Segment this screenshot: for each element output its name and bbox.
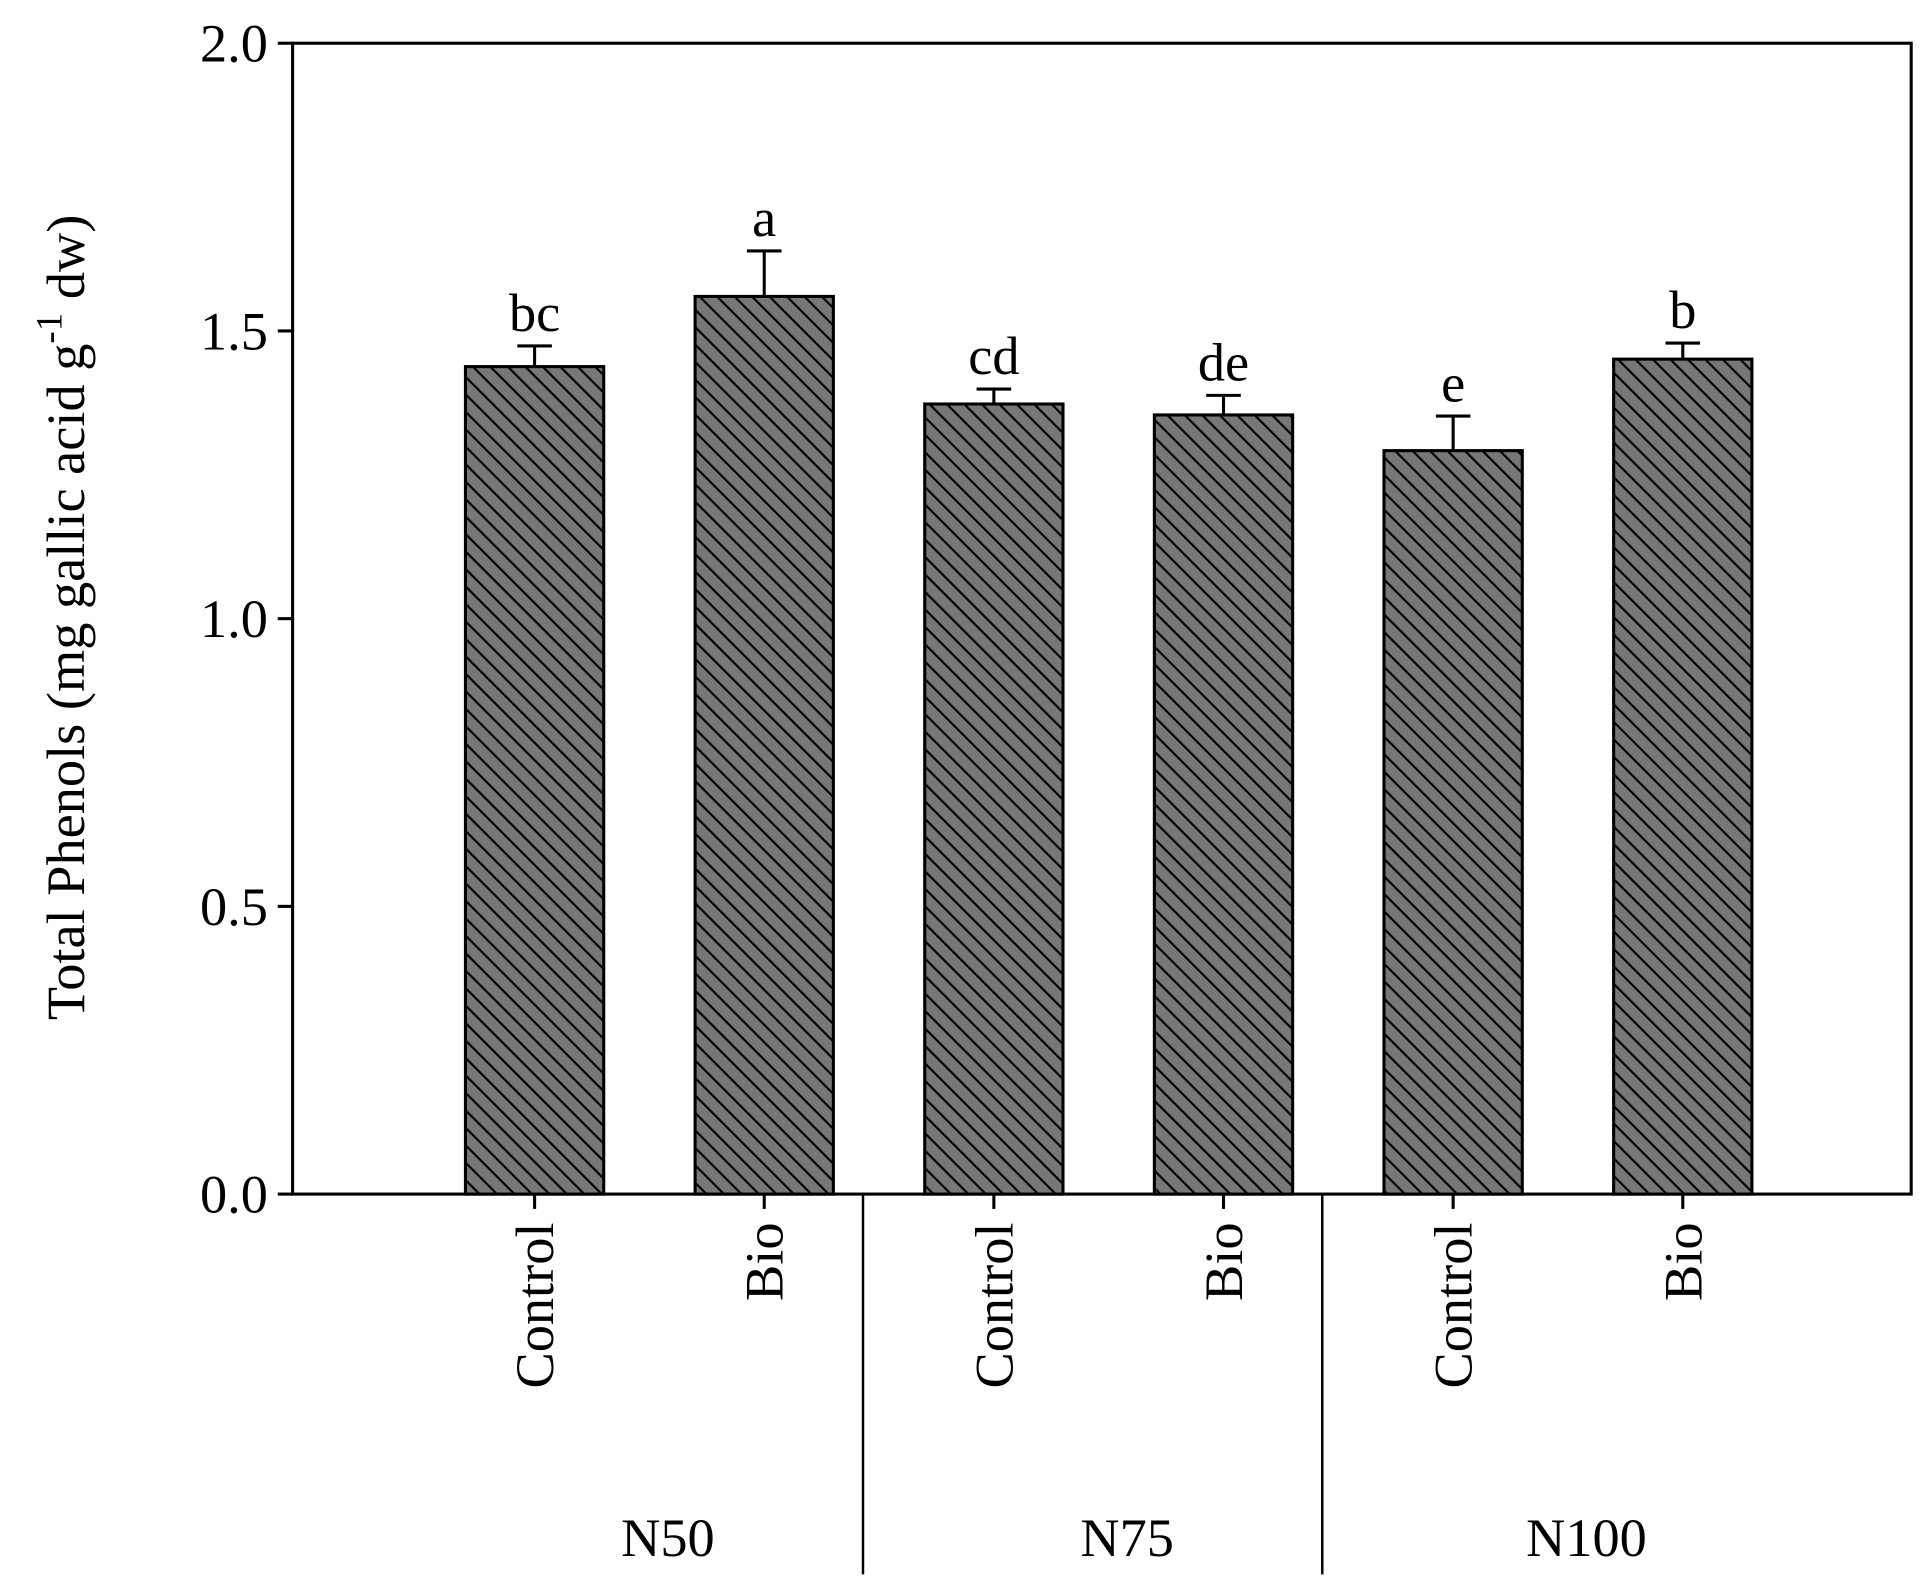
bar <box>1612 357 1754 1196</box>
y-label-text: Total Phenols (mg gallic acid g <box>36 344 96 1021</box>
x-tick-label: Control <box>1424 1222 1484 1388</box>
x-tick-label: Bio <box>1653 1222 1713 1300</box>
significance-letter: de <box>1198 333 1249 393</box>
bar <box>693 294 835 1196</box>
y-label-suffix: dw) <box>36 215 96 313</box>
bar <box>1382 449 1524 1196</box>
group-label: N50 <box>621 1508 715 1568</box>
y-tick-label: 0.5 <box>200 877 268 937</box>
y-tick-label: 0.0 <box>200 1165 268 1225</box>
group-label: N75 <box>1080 1508 1174 1568</box>
significance-letter: bc <box>509 283 560 343</box>
y-axis-label: Total Phenols (mg gallic acid g-1 dw) <box>30 215 96 1020</box>
y-tick-label: 1.5 <box>200 301 268 361</box>
y-tick-label: 1.0 <box>200 589 268 649</box>
x-tick-label: Bio <box>735 1222 795 1300</box>
group-label: N100 <box>1526 1508 1647 1568</box>
bar <box>1152 413 1295 1196</box>
significance-letter: b <box>1669 280 1696 340</box>
y-label-superscript: -1 <box>30 313 71 344</box>
y-tick-label: 2.0 <box>200 14 268 74</box>
significance-letter: a <box>752 188 776 248</box>
significance-letter: e <box>1441 353 1465 413</box>
bar <box>463 365 606 1196</box>
x-tick-label: Control <box>505 1222 565 1388</box>
x-tick-label: Control <box>964 1222 1024 1388</box>
x-tick-label: Bio <box>1194 1222 1254 1300</box>
significance-letter: cd <box>968 326 1019 386</box>
bar <box>923 402 1065 1196</box>
